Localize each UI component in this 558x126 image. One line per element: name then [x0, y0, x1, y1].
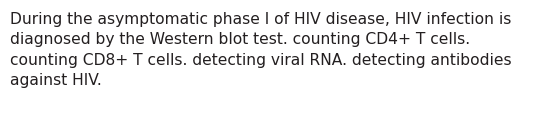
Text: During the asymptomatic phase I of HIV disease, HIV infection is
diagnosed by th: During the asymptomatic phase I of HIV d… — [10, 12, 512, 88]
